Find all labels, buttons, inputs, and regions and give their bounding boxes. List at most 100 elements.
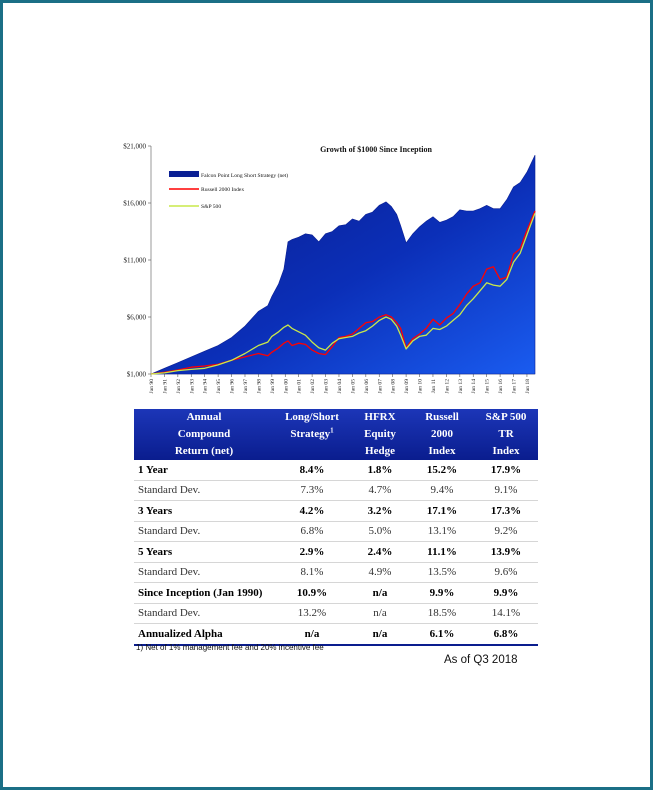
header-line: Strategy1 xyxy=(274,426,350,443)
table-row: Since Inception (Jan 1990) 10.9% n/a 9.9% 9.… xyxy=(134,582,538,604)
table-cell: 8.4% xyxy=(274,460,350,481)
table-row: Standard Dev. 13.2% n/a 18.5% 14.1% xyxy=(134,603,538,624)
x-tick-label: Jan 16 xyxy=(498,379,504,394)
x-tick-label: Jan 10 xyxy=(418,379,424,394)
header-sp500: S&P 500 TR Index xyxy=(474,409,538,460)
footnote-marker: 1 xyxy=(330,426,334,435)
x-tick-label: Jan 12 xyxy=(444,379,450,394)
legend-label-russell: Russell 2000 Index xyxy=(201,187,244,193)
table-cell: 2.4% xyxy=(350,541,410,563)
header-line: Index xyxy=(492,445,520,457)
y-tick-label: $21,000 xyxy=(123,143,146,151)
table-cell: 4.2% xyxy=(274,500,350,522)
table-header-row: Annual Compound Return (net) Long/Short … xyxy=(134,409,538,460)
table-cell: 11.1% xyxy=(410,541,474,563)
x-tick-label: Jan 98 xyxy=(256,379,262,394)
x-tick-label: Jan 06 xyxy=(364,379,370,394)
header-long-short: Long/Short Strategy1 xyxy=(274,409,350,460)
row-label: 1 Year xyxy=(134,460,274,481)
table-cell: 13.2% xyxy=(274,603,350,624)
table-cell: 13.9% xyxy=(474,541,538,563)
header-hfrx: HFRX Equity Hedge xyxy=(350,409,410,460)
x-tick-label: Jan 13 xyxy=(458,379,464,394)
table-cell: 14.1% xyxy=(474,603,538,624)
chart-title: Growth of $1000 Since Inception xyxy=(320,145,432,154)
y-tick-label: $11,000 xyxy=(124,257,147,265)
header-line: Index xyxy=(428,445,456,457)
table-cell: 17.1% xyxy=(410,500,474,522)
row-label: Standard Dev. xyxy=(134,480,274,501)
x-tick-label: Jan 17 xyxy=(512,379,518,394)
table-row: 3 Years 4.2% 3.2% 17.1% 17.3% xyxy=(134,500,538,522)
y-tick-label: $1,000 xyxy=(127,371,147,379)
header-annual-compound: Annual Compound Return (net) xyxy=(134,409,274,460)
row-label: 5 Years xyxy=(134,541,274,563)
header-line: Compound xyxy=(177,428,231,440)
returns-table-wrap: Annual Compound Return (net) Long/Short … xyxy=(134,409,538,646)
header-line: Russell xyxy=(425,411,459,423)
row-label: Standard Dev. xyxy=(134,521,274,542)
table-cell: n/a xyxy=(350,582,410,604)
x-tick-label: Jan 08 xyxy=(391,379,397,394)
table-cell: 13.5% xyxy=(410,562,474,583)
table-cell: 4.7% xyxy=(350,480,410,501)
header-line: TR xyxy=(498,428,514,440)
x-tick-label: Jan 91 xyxy=(162,379,168,394)
row-label: Annualized Alpha xyxy=(134,623,274,646)
row-label: 3 Years xyxy=(134,500,274,522)
table-cell: 8.1% xyxy=(274,562,350,583)
table-cell: 9.9% xyxy=(474,582,538,604)
table-cell: n/a xyxy=(274,623,350,646)
legend-label-sp500: S&P 500 xyxy=(201,204,221,210)
legend: Falcon Point Long Short Strategy (net) R… xyxy=(169,171,288,210)
table-cell: n/a xyxy=(350,603,410,624)
x-tick-label: Jan 97 xyxy=(243,379,249,394)
x-tick-label: Jan 07 xyxy=(377,379,383,394)
table-row: Standard Dev. 8.1% 4.9% 13.5% 9.6% xyxy=(134,562,538,583)
table-cell: 18.5% xyxy=(410,603,474,624)
x-tick-label: Jan 09 xyxy=(404,379,410,394)
returns-table: Annual Compound Return (net) Long/Short … xyxy=(134,409,538,646)
y-tick-label: $16,000 xyxy=(123,200,146,208)
x-tick-label: Jan 92 xyxy=(176,379,182,394)
x-tick-label: Jan 93 xyxy=(189,379,195,394)
table-cell: 5.0% xyxy=(350,521,410,542)
table-cell: 9.9% xyxy=(410,582,474,604)
row-label: Since Inception (Jan 1990) xyxy=(134,582,274,604)
header-line: Return (net) xyxy=(174,445,234,457)
table-cell: 17.9% xyxy=(474,460,538,481)
growth-chart: $1,000 $6,000 $11,000 $16,000 $21,000 Jan 90 J… xyxy=(123,143,536,394)
as-of-date: As of Q3 2018 xyxy=(444,654,518,666)
x-tick-label: Jan 99 xyxy=(270,379,276,394)
x-tick-label: Jan 95 xyxy=(216,379,222,394)
table-cell: 9.6% xyxy=(474,562,538,583)
header-russell: Russell 2000 Index xyxy=(410,409,474,460)
plot-area: $1,000 $6,000 $11,000 $16,000 $21,000 Jan 90 J… xyxy=(123,143,536,394)
x-tick-label: Jan 05 xyxy=(350,379,356,394)
table-cell: 13.1% xyxy=(410,521,474,542)
table-body: 1 Year 8.4% 1.8% 15.2% 17.9% Standard Dev. 7.3… xyxy=(134,460,538,646)
header-line: Hedge xyxy=(365,445,395,457)
table-cell: 9.4% xyxy=(410,480,474,501)
table-cell: 15.2% xyxy=(410,460,474,481)
table-cell: 7.3% xyxy=(274,480,350,501)
x-tick-label: Jan 02 xyxy=(310,379,316,394)
header-line: S&P 500 xyxy=(485,411,527,423)
table-cell: 9.1% xyxy=(474,480,538,501)
x-tick-label: Jan 96 xyxy=(230,379,236,394)
table-cell: 1.8% xyxy=(350,460,410,481)
header-line: 2000 xyxy=(431,428,453,440)
table-row: 5 Years 2.9% 2.4% 11.1% 13.9% xyxy=(134,541,538,563)
header-line: HFRX xyxy=(364,411,396,423)
row-label: Standard Dev. xyxy=(134,562,274,583)
header-line: Equity xyxy=(364,428,396,440)
x-tick-label: Jan 01 xyxy=(297,379,303,394)
table-cell: 9.2% xyxy=(474,521,538,542)
table-cell: 6.8% xyxy=(274,521,350,542)
table-cell: 3.2% xyxy=(350,500,410,522)
table-cell: 6.1% xyxy=(410,623,474,646)
x-tick-label: Jan 11 xyxy=(431,379,437,393)
legend-label-strategy: Falcon Point Long Short Strategy (net) xyxy=(201,172,288,179)
table-cell: 2.9% xyxy=(274,541,350,563)
